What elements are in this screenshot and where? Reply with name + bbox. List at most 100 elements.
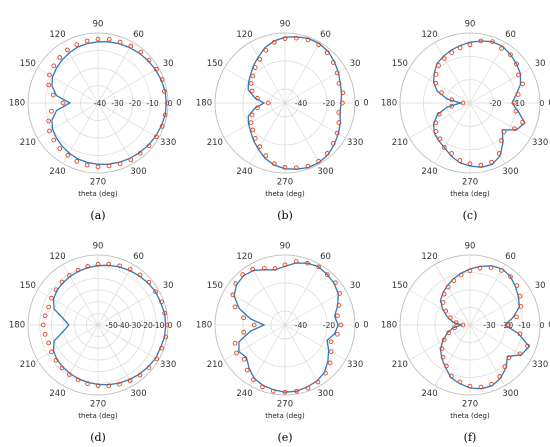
caption: (c) <box>463 209 478 222</box>
measured-marker <box>42 331 48 337</box>
theta-tick-label: 0 <box>176 321 181 331</box>
measured-marker <box>282 165 288 170</box>
r-tick-label: 0 <box>168 321 173 330</box>
measured-marker <box>324 50 330 55</box>
r-tick-label: -50 <box>106 321 118 330</box>
measured-marker <box>305 385 311 391</box>
x-axis-label: theta (deg) <box>78 412 118 420</box>
measured-marker <box>437 136 443 142</box>
measured-marker <box>240 272 246 277</box>
measured-marker <box>85 381 91 386</box>
measured-marker <box>338 322 344 328</box>
measured-marker <box>106 36 112 42</box>
theta-tick-label: 60 <box>133 252 144 262</box>
theta-tick-label: 60 <box>320 30 331 40</box>
measured-marker <box>75 267 81 273</box>
measured-marker <box>449 151 454 156</box>
measured-marker <box>324 151 330 156</box>
pattern-line <box>52 264 167 386</box>
spoke <box>469 289 531 326</box>
measured-marker <box>106 383 112 389</box>
theta-tick-label: 180 <box>196 321 212 331</box>
measured-marker <box>128 157 134 163</box>
measured-marker <box>251 377 256 382</box>
measured-marker <box>241 315 246 321</box>
theta-tick-label: 270 <box>277 400 293 410</box>
spoke <box>97 289 159 326</box>
theta-tick-label: 330 <box>532 360 548 370</box>
measured-marker <box>514 314 519 320</box>
measured-marker <box>244 367 250 373</box>
measured-marker <box>153 289 158 295</box>
measured-marker <box>467 161 473 167</box>
measured-marker <box>162 310 167 316</box>
spoke <box>434 324 471 386</box>
measured-marker <box>449 373 454 379</box>
measured-marker <box>162 88 167 94</box>
theta-tick-label: 0 <box>548 321 550 331</box>
measured-marker <box>137 272 143 278</box>
measured-marker <box>46 304 52 310</box>
theta-tick-label: 90 <box>93 242 104 252</box>
r-tick-label: 0 <box>355 321 360 330</box>
measured-marker <box>324 272 330 277</box>
measured-marker <box>340 90 346 96</box>
measured-marker <box>433 129 439 134</box>
measured-marker <box>305 260 310 266</box>
measured-marker <box>499 268 504 273</box>
x-axis-label: theta (deg) <box>450 412 490 420</box>
measured-marker <box>67 372 72 377</box>
measured-marker <box>117 161 123 167</box>
measured-marker <box>508 274 513 280</box>
measured-marker <box>59 365 65 371</box>
spoke <box>224 102 286 139</box>
measured-marker <box>328 349 334 354</box>
spoke <box>97 42 134 104</box>
measured-marker <box>443 308 449 314</box>
spoke <box>434 264 471 326</box>
measured-marker <box>460 322 466 328</box>
measured-marker <box>249 88 255 94</box>
theta-tick-label: 240 <box>236 167 252 177</box>
measured-marker <box>257 57 263 62</box>
theta-tick-label: 300 <box>317 389 333 399</box>
theta-tick-label: 0 <box>548 99 550 109</box>
theta-tick-label: 120 <box>421 30 437 40</box>
spoke <box>37 289 99 326</box>
measured-marker <box>117 381 122 387</box>
spoke <box>469 264 506 326</box>
measured-marker <box>241 356 247 362</box>
measured-marker <box>146 279 152 285</box>
theta-tick-label: 330 <box>532 138 548 148</box>
r-tick-label: -30 <box>129 321 141 330</box>
theta-tick-label: 210 <box>392 360 408 370</box>
r-tick-label: -40 <box>295 321 307 330</box>
r-tick-label: -40 <box>117 321 129 330</box>
measured-marker <box>53 357 59 363</box>
theta-tick-label: 60 <box>133 30 144 40</box>
r-tick-label: -10 <box>146 99 158 108</box>
theta-tick-label: 330 <box>160 360 176 370</box>
r-tick-label: -20 <box>323 99 335 108</box>
measured-marker <box>153 66 159 72</box>
measured-marker <box>153 134 159 140</box>
theta-tick-label: 90 <box>93 20 104 30</box>
measured-marker <box>164 322 170 328</box>
pattern-line <box>432 40 526 168</box>
measured-marker <box>42 313 48 319</box>
theta-tick-label: 210 <box>207 360 223 370</box>
measured-marker <box>50 92 56 98</box>
measured-marker <box>305 163 311 169</box>
measured-marker <box>327 360 333 366</box>
spoke <box>284 102 321 164</box>
measured-marker <box>117 263 122 269</box>
measured-marker <box>127 267 133 272</box>
measured-marker <box>518 304 524 309</box>
theta-tick-label: 150 <box>392 281 408 291</box>
polar-chart: 0 30 60 90 120 150 180 210 240 270 300 330 -30 -20 -10… <box>381 242 550 445</box>
measured-marker <box>458 272 464 278</box>
theta-tick-label: 210 <box>392 138 408 148</box>
measured-marker <box>496 151 502 156</box>
caption: (a) <box>90 209 105 222</box>
measured-marker <box>137 372 143 378</box>
